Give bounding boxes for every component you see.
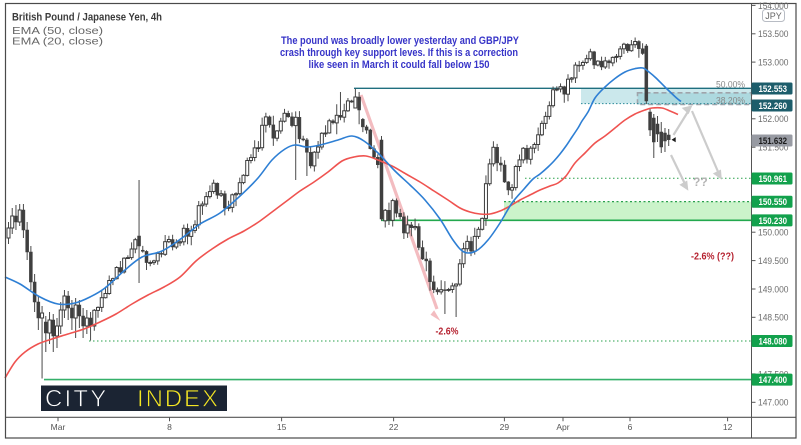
svg-text:149.000: 149.000 [758,284,789,295]
svg-text:150.230: 150.230 [759,216,788,227]
svg-text:JPY: JPY [765,11,782,21]
svg-text:12: 12 [723,422,733,432]
svg-text:like seen in March it could fa: like seen in March it could fall below 1… [309,59,490,71]
svg-text:152.553: 152.553 [759,84,788,95]
svg-text:EMA (50, close): EMA (50, close) [12,25,103,37]
svg-text:??: ?? [693,175,708,189]
svg-text:50.00%: 50.00% [716,80,745,90]
svg-text:29: 29 [500,422,510,432]
svg-text:CITY: CITY [45,386,108,413]
svg-text:22: 22 [389,422,399,432]
svg-text:150.550: 150.550 [759,197,788,208]
svg-text:INDEX: INDEX [137,386,220,413]
svg-text:148.500: 148.500 [758,313,789,324]
svg-text:38.20%: 38.20% [716,95,745,105]
svg-text:6: 6 [628,422,633,432]
svg-text:8: 8 [167,422,172,432]
svg-text:148.080: 148.080 [759,337,788,348]
svg-text:150.000: 150.000 [758,228,789,239]
svg-text:EMA (20, close): EMA (20, close) [12,36,103,48]
svg-text:151.500: 151.500 [758,143,789,154]
svg-text:153.500: 153.500 [758,29,789,40]
svg-text:154.000: 154.000 [758,1,789,12]
svg-text:Apr: Apr [556,422,569,432]
svg-text:147.000: 147.000 [758,398,789,409]
svg-text:-2.6%: -2.6% [436,326,459,337]
svg-text:151.632: 151.632 [759,136,788,147]
svg-text:-2.6% (??): -2.6% (??) [691,251,734,262]
svg-text:150.961: 150.961 [759,174,788,185]
svg-text:Mar: Mar [51,422,66,432]
svg-text:147.400: 147.400 [759,375,788,386]
svg-text:149.500: 149.500 [758,256,789,267]
svg-text:152.260: 152.260 [759,101,788,112]
svg-text:152.000: 152.000 [758,114,789,125]
svg-text:The pound was broadly lower ye: The pound was broadly lower yesterday an… [281,35,520,47]
svg-text:British Pound / Japanese Yen,: British Pound / Japanese Yen, 4h [12,12,162,24]
svg-text:15: 15 [277,422,287,432]
svg-text:crash through key support leve: crash through key support leves. If this… [280,47,518,59]
svg-text:153.000: 153.000 [758,58,789,69]
